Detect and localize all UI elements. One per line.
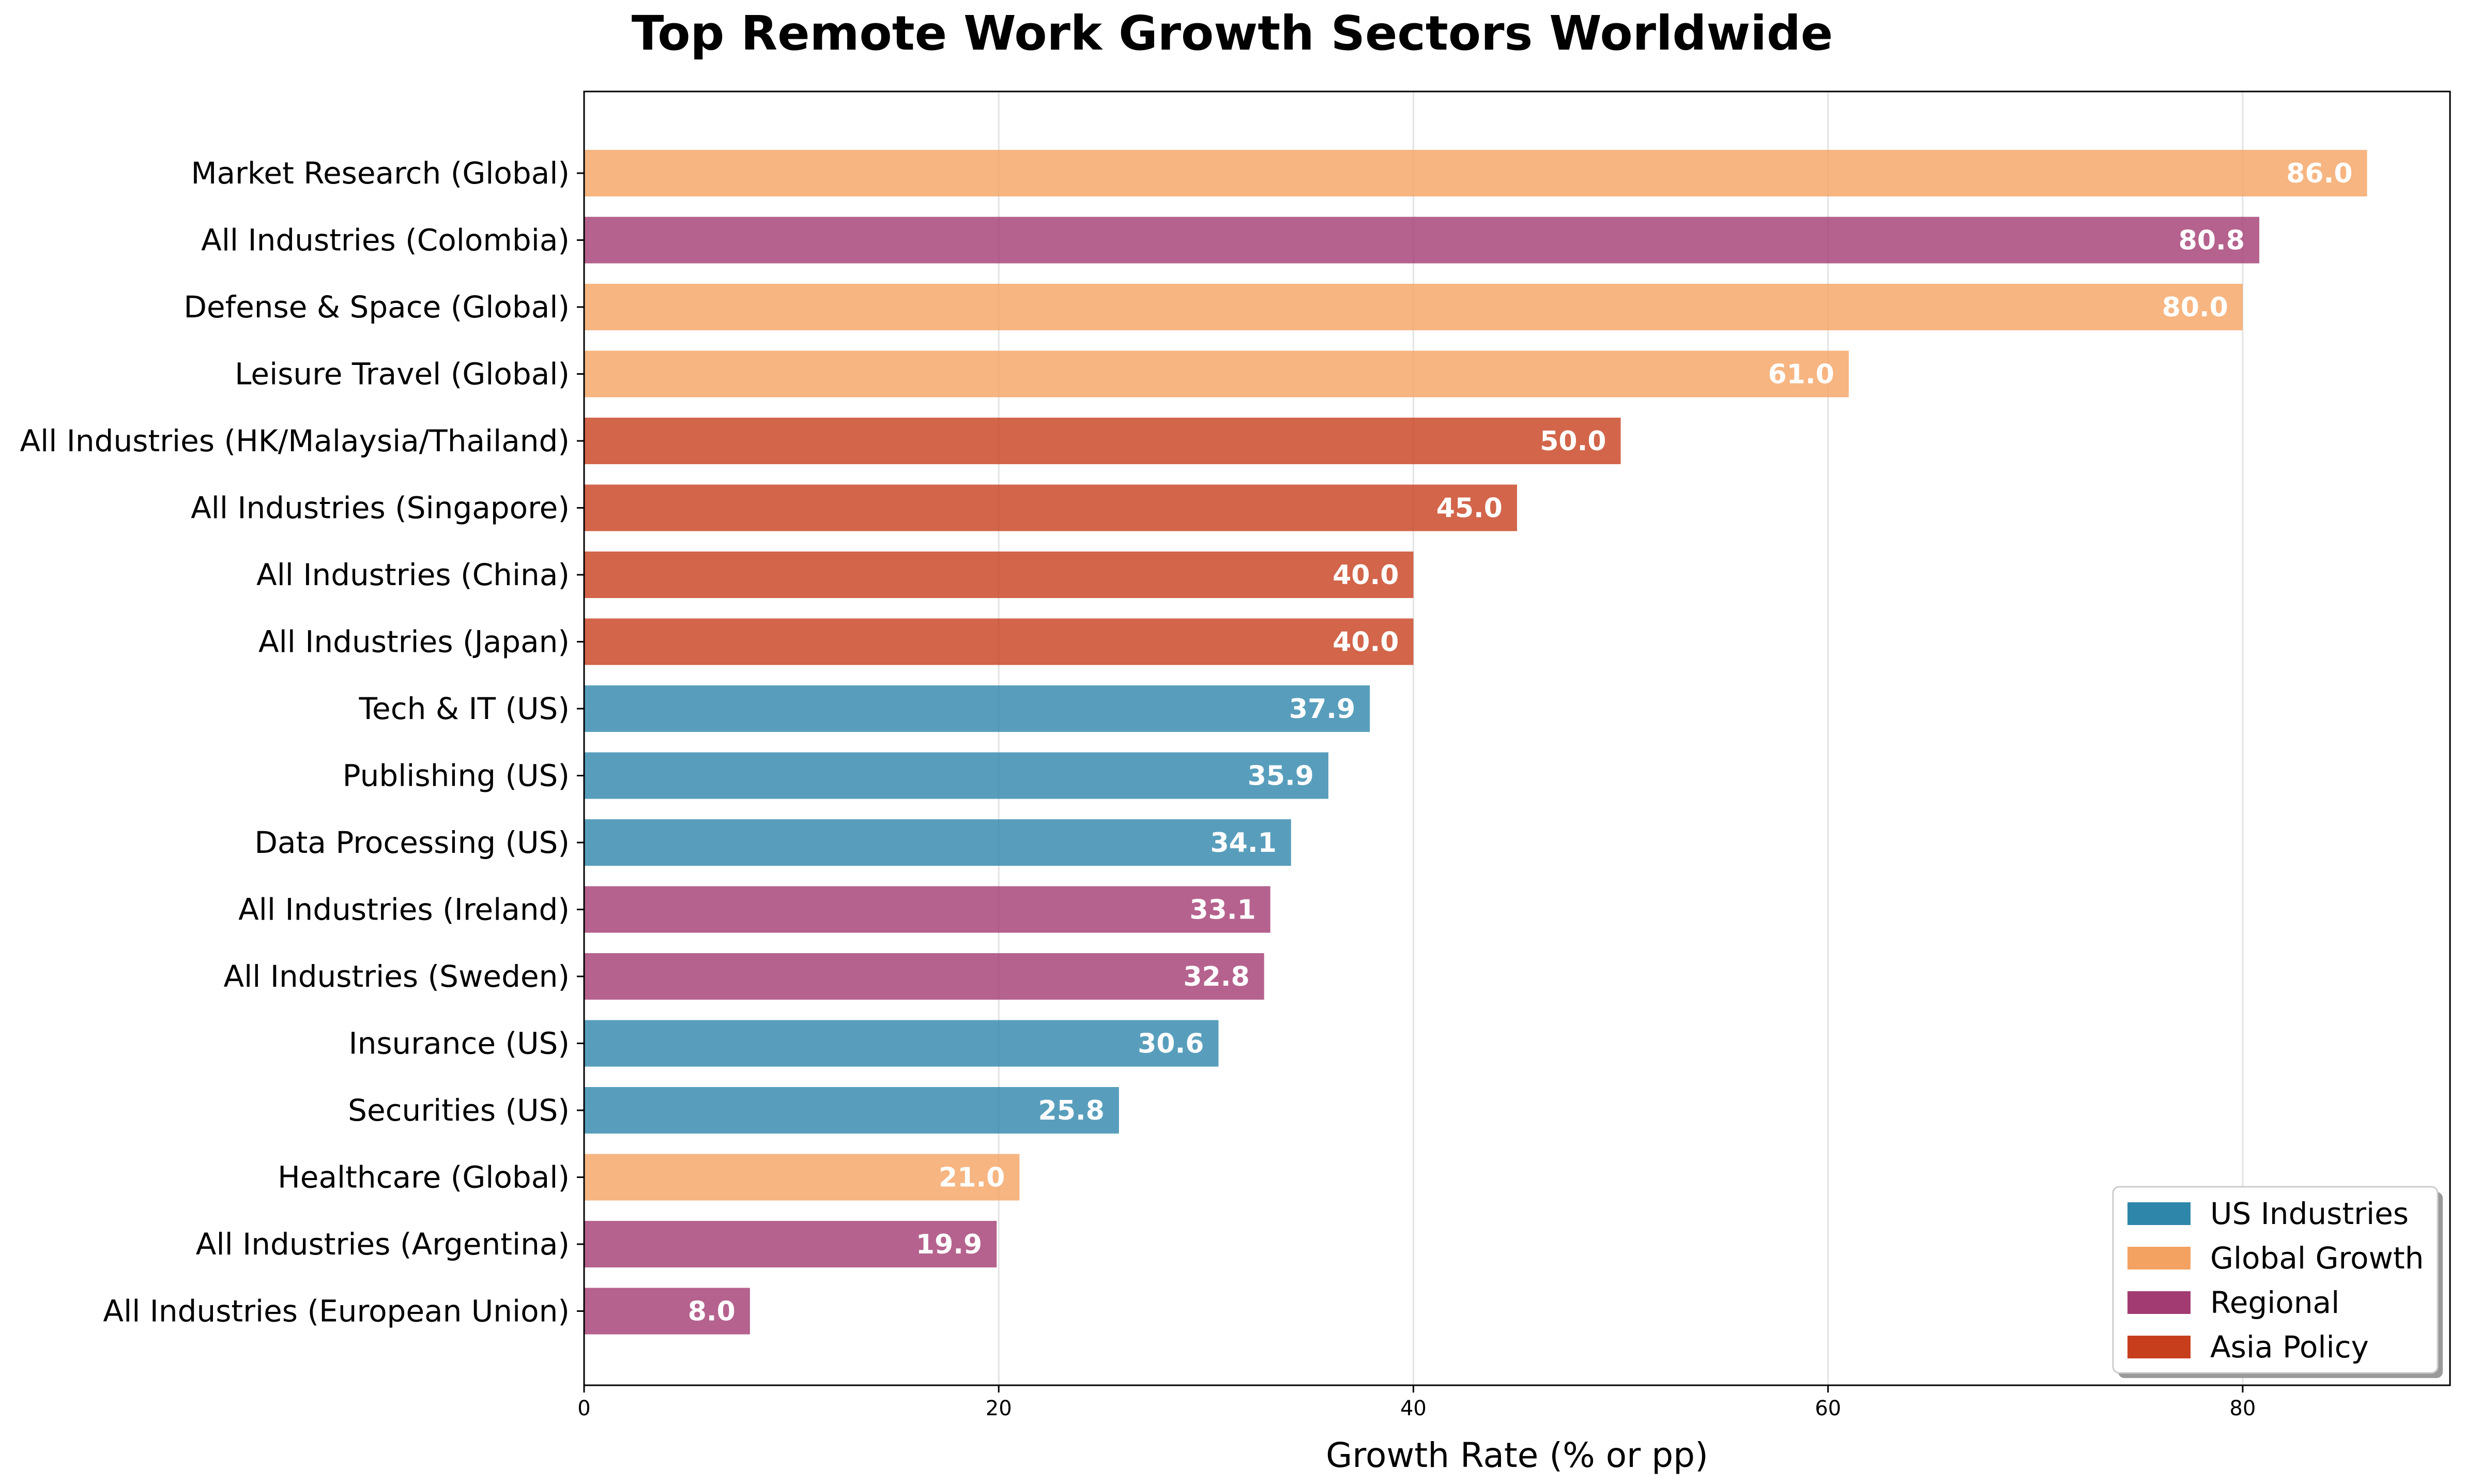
- legend-label: US Industries: [2210, 1196, 2409, 1231]
- bar: [584, 953, 1264, 1000]
- bar: [584, 418, 1621, 464]
- category-label: All Industries (Singapore): [191, 491, 570, 526]
- bar: [584, 1154, 1020, 1201]
- bar-value-label: 8.0: [688, 1296, 736, 1327]
- bar-value-label: 80.0: [2162, 292, 2228, 323]
- bar-value-label: 37.9: [1289, 694, 1355, 725]
- plot-area-frame: [583, 90, 2451, 1386]
- legend-swatch: [2127, 1291, 2191, 1314]
- bar: [584, 752, 1328, 799]
- bar: [584, 618, 1414, 665]
- x-tick-label: 80: [2229, 1397, 2256, 1420]
- bar: [584, 1020, 1219, 1067]
- category-label: All Industries (Japan): [258, 624, 570, 660]
- legend: US Industries Global Growth Regional Asia P…: [2112, 1186, 2443, 1378]
- x-tick-label: 60: [1815, 1397, 1841, 1420]
- bar-value-label: 40.0: [1333, 560, 1399, 591]
- category-label: Leisure Travel (Global): [235, 357, 570, 392]
- legend-box: [2112, 1186, 2439, 1374]
- x-tick-label: 20: [986, 1397, 1012, 1420]
- legend-swatch: [2127, 1336, 2191, 1358]
- bars: 86.0 80.8 80.0 61.0 50.0 45.0 40.0 40.0 37.9 35.9…: [584, 150, 2367, 1335]
- x-axis: 0 20 40 60 80: [577, 1385, 2256, 1420]
- category-label: All Industries (Colombia): [201, 223, 570, 258]
- chart-title: Top Remote Work Growth Sectors Worldwide: [632, 6, 1833, 61]
- legend-label: Regional: [2210, 1285, 2339, 1320]
- category-label: Healthcare (Global): [278, 1160, 570, 1195]
- category-label: All Industries (China): [256, 557, 570, 592]
- category-label: Publishing (US): [343, 758, 570, 793]
- bar: [584, 350, 1849, 397]
- category-label: Data Processing (US): [254, 825, 570, 860]
- x-tick-label: 0: [577, 1397, 590, 1420]
- bar-value-label: 19.9: [916, 1229, 982, 1260]
- legend-label: Asia Policy: [2210, 1329, 2369, 1365]
- bar: [584, 484, 1517, 531]
- bar-value-label: 25.8: [1038, 1095, 1105, 1126]
- category-label: Market Research (Global): [191, 156, 570, 191]
- bar-value-label: 45.0: [1436, 493, 1503, 524]
- bar-value-label: 80.8: [2179, 225, 2245, 256]
- category-label: All Industries (Sweden): [224, 959, 570, 994]
- category-label: All Industries (Argentina): [196, 1227, 570, 1262]
- category-label: All Industries (Ireland): [238, 892, 570, 927]
- legend-label: Global Growth: [2210, 1241, 2424, 1276]
- bar: [584, 1087, 1119, 1134]
- bar-value-label: 33.1: [1189, 895, 1256, 926]
- category-label: Tech & IT (US): [358, 691, 570, 726]
- category-label: All Industries (European Union): [103, 1294, 570, 1329]
- bar-value-label: 35.9: [1248, 761, 1314, 792]
- bar-value-label: 34.1: [1210, 828, 1276, 859]
- x-tick-label: 40: [1400, 1397, 1427, 1420]
- bar-value-label: 86.0: [2286, 158, 2352, 189]
- bar-value-label: 30.6: [1138, 1029, 1204, 1060]
- bar: [584, 886, 1270, 933]
- category-label: Defense & Space (Global): [183, 289, 570, 325]
- bar-value-label: 32.8: [1183, 961, 1249, 992]
- y-axis: Market Research (Global) All Industries (…: [20, 156, 584, 1329]
- legend-swatch: [2127, 1247, 2191, 1269]
- bar-value-label: 61.0: [1768, 359, 1834, 390]
- bar: [584, 150, 2367, 196]
- bar-value-label: 40.0: [1333, 627, 1399, 658]
- bar: [584, 1288, 750, 1335]
- bar-value-label: 50.0: [1540, 426, 1606, 457]
- bar: [584, 217, 2259, 264]
- bar: [584, 685, 1370, 732]
- bar: [584, 819, 1291, 866]
- legend-swatch: [2127, 1202, 2191, 1225]
- bar: [584, 552, 1414, 598]
- bar: [584, 1221, 997, 1267]
- x-axis-title: Growth Rate (% or pp): [1326, 1435, 1708, 1475]
- category-label: Securities (US): [348, 1093, 570, 1128]
- category-label: Insurance (US): [348, 1026, 570, 1061]
- bar: [584, 284, 2243, 330]
- bar-value-label: 21.0: [939, 1162, 1005, 1194]
- category-label: All Industries (HK/Malaysia/Thailand): [20, 423, 570, 458]
